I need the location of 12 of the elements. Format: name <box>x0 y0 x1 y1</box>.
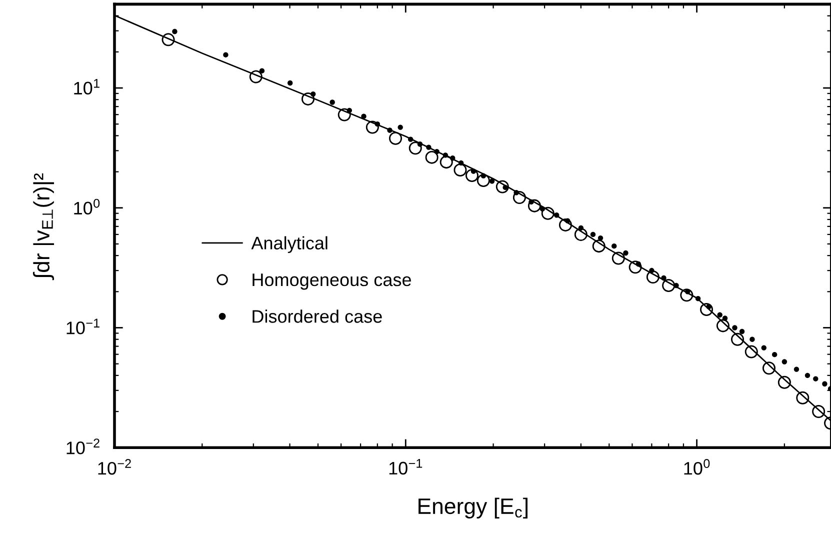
x-tick-label: 10$^{0}$ <box>684 459 710 475</box>
x-axis-title: Energy [E$_{c}$] <box>418 498 528 518</box>
legend-label: Homogeneous case <box>252 274 411 290</box>
y-axis-title: ∫dr |v$_{E⊥}$(r)|² <box>32 173 54 280</box>
y-tick-label: 10$^{−1}$ <box>66 318 100 334</box>
y-tick-label: 10$^{1}$ <box>74 79 100 95</box>
y-tick-label: 10$^{0}$ <box>74 198 100 215</box>
y-tick-label: 10$^{−2}$ <box>66 438 100 454</box>
x-tick-label: 10$^{−2}$ <box>98 459 131 475</box>
x-tick-label: 10$^{−1}$ <box>389 459 422 475</box>
legend-label: Analytical <box>251 236 328 254</box>
legend-label: Disordered case <box>252 310 382 323</box>
